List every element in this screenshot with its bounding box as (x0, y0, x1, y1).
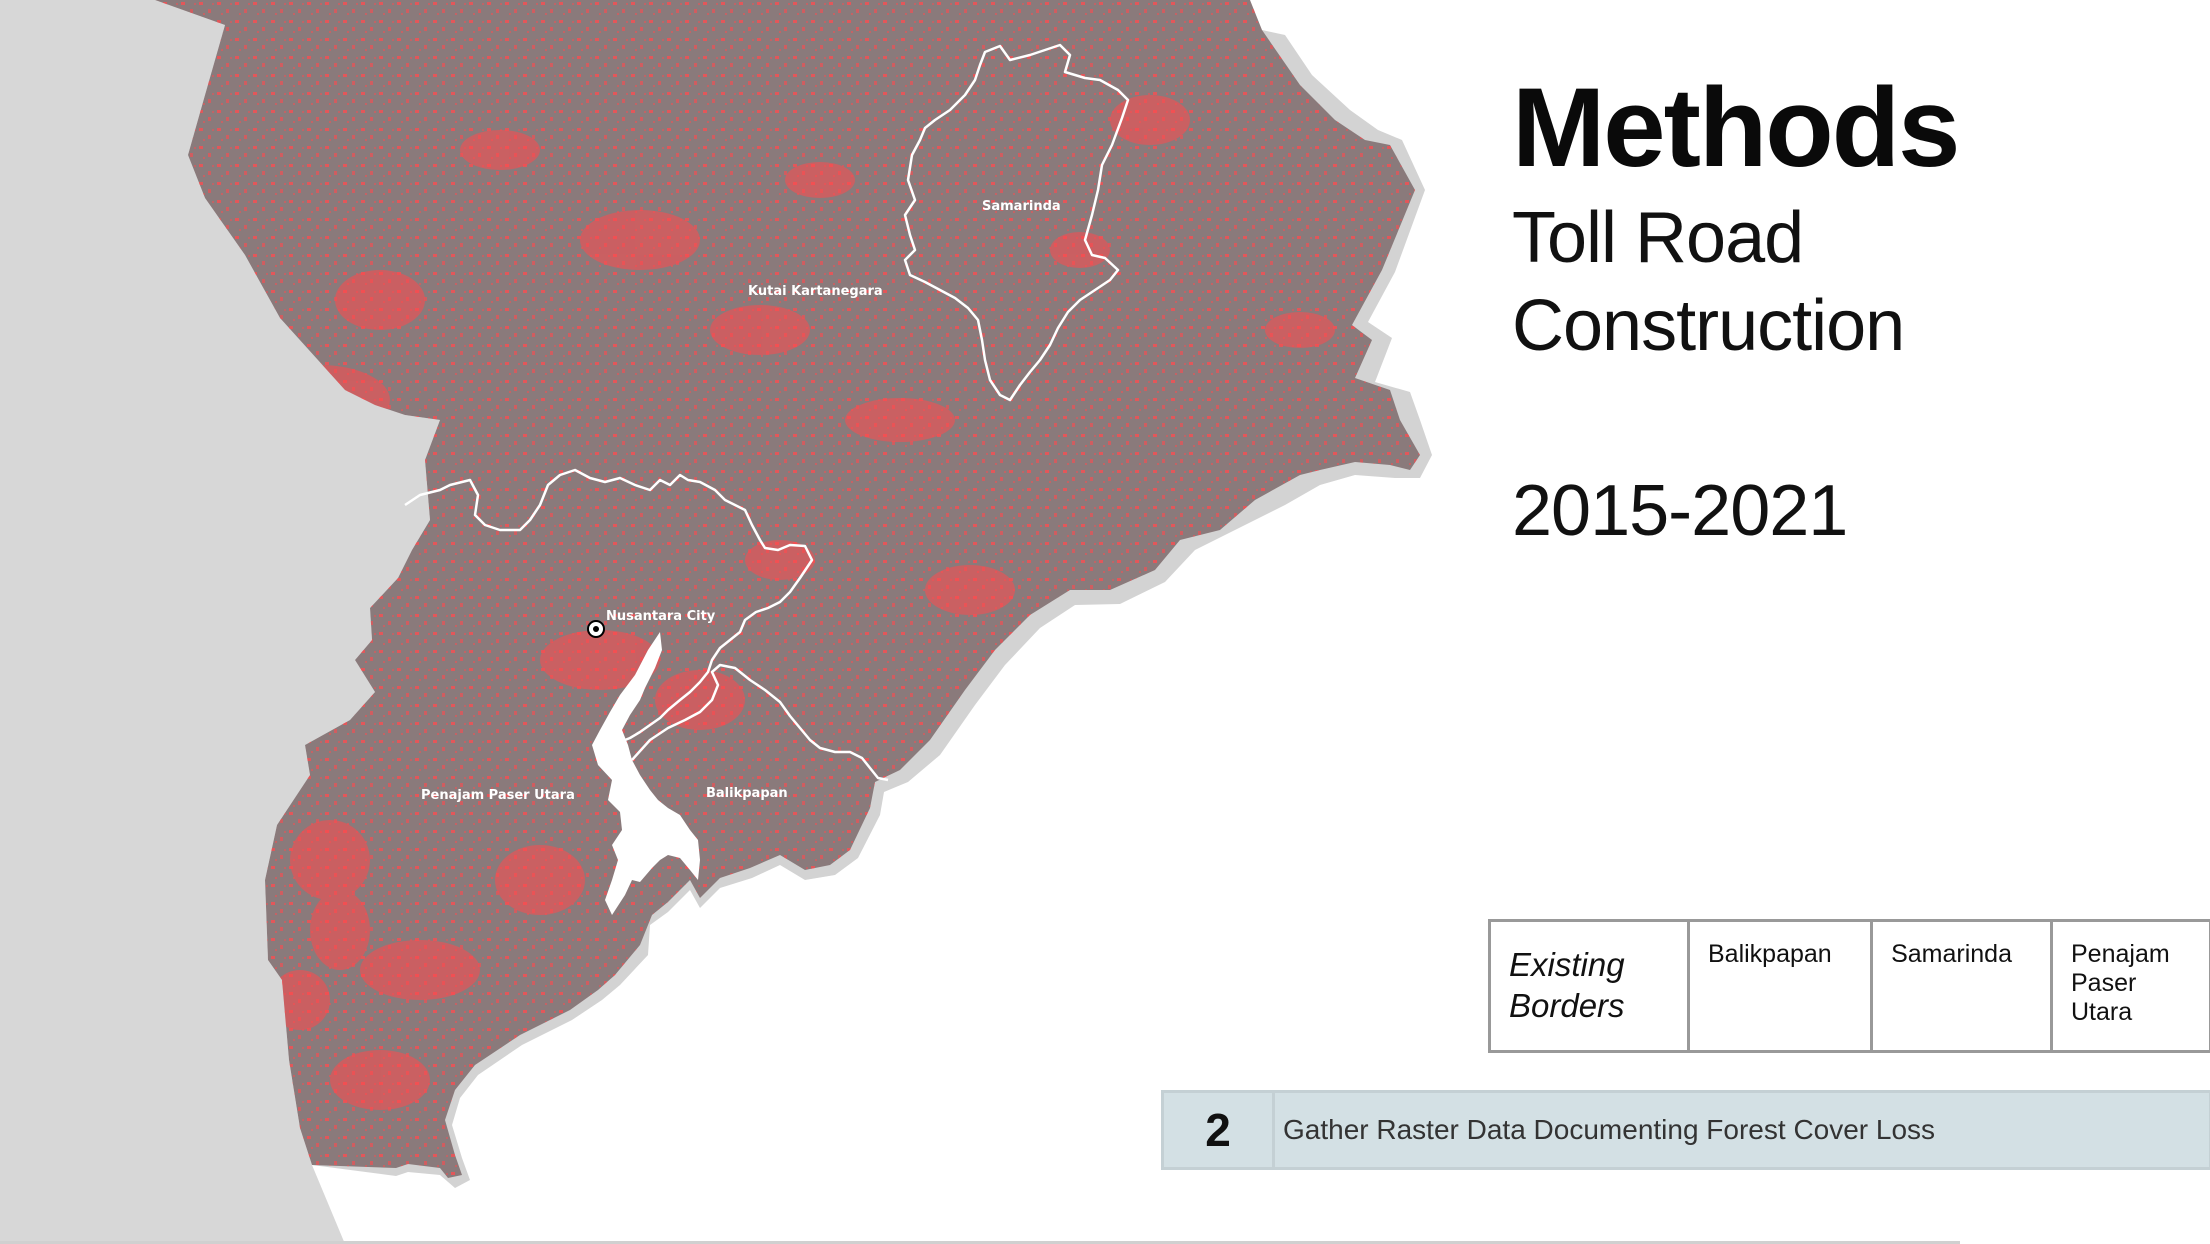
legend-item-samarinda: Samarinda (1870, 919, 2053, 1053)
title-block: Methods Toll Road Construction (1512, 65, 1960, 370)
legend-lead: Existing Borders (1488, 919, 1690, 1053)
label-balikpapan: Balikpapan (706, 786, 788, 801)
page-title: Methods (1512, 65, 1960, 190)
step-bar: 2 Gather Raster Data Documenting Forest … (1161, 1090, 2210, 1170)
page-subtitle: Toll Road Construction (1512, 194, 1958, 370)
nusantara-city-marker (587, 620, 605, 638)
subtitle-line-1: Toll Road (1512, 198, 1804, 278)
footer-divider (0, 1241, 1960, 1244)
regency-borders (404, 43, 1130, 782)
year-range: 2015-2021 (1512, 471, 1848, 551)
label-samarinda: Samarinda (982, 199, 1061, 214)
legend-item-penajam-paser-utara: Penajam Paser Utara (2050, 919, 2210, 1053)
subtitle-line-2: Construction (1512, 286, 1905, 366)
legend-row: Existing Borders Balikpapan Samarinda Pe… (1488, 919, 2210, 1053)
balikpapan-bay (592, 632, 700, 915)
step-description: Gather Raster Data Documenting Forest Co… (1283, 1114, 1936, 1145)
borders-legend: Existing Borders Balikpapan Samarinda Pe… (1488, 919, 2210, 1053)
label-nusantara-city: Nusantara City (606, 609, 716, 624)
label-penajam-paser-utara: Penajam Paser Utara (421, 788, 575, 803)
label-kutai-kartanegara: Kutai Kartanegara (748, 284, 883, 299)
step-number: 2 (1164, 1093, 1275, 1167)
legend-item-balikpapan: Balikpapan (1686, 919, 1874, 1053)
neighbor-land (0, 0, 440, 1244)
